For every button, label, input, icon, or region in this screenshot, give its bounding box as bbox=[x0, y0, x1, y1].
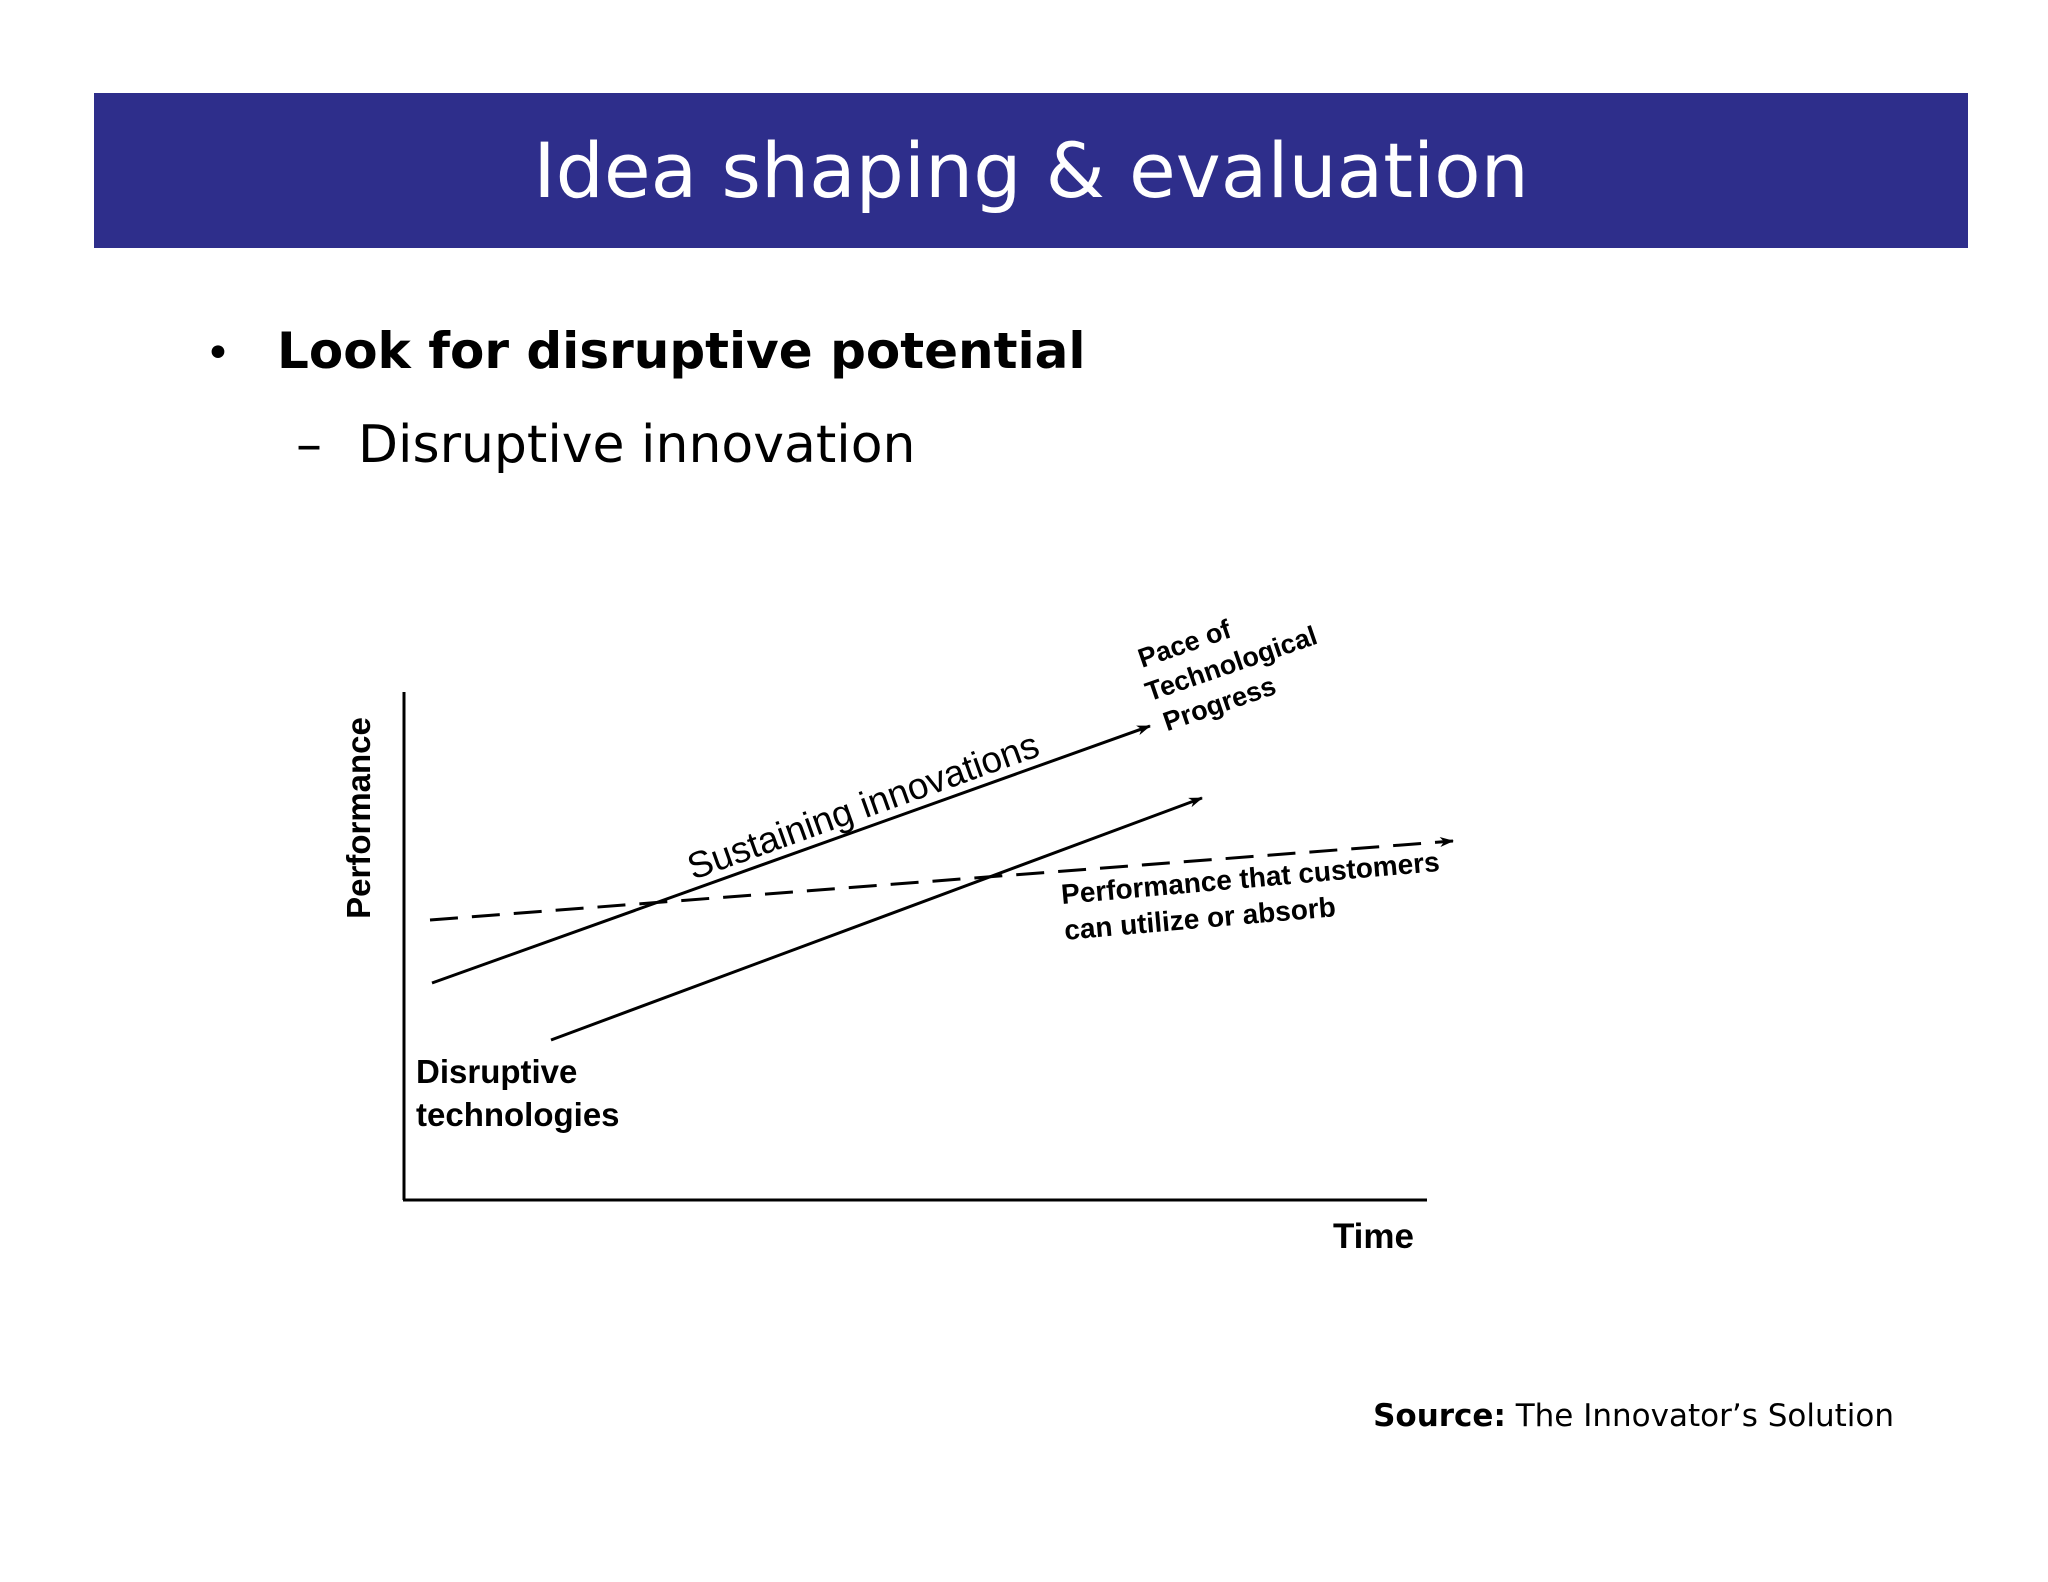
y-axis-label: Performance bbox=[340, 717, 377, 919]
pace-of-progress-label: Pace of Technological Progress bbox=[1134, 614, 1321, 737]
x-axis-label: Time bbox=[1333, 1217, 1414, 1256]
source-text: The Innovator’s Solution bbox=[1515, 1398, 1894, 1434]
bullet-marker: • bbox=[205, 328, 231, 379]
slide-title: Idea shaping & evaluation bbox=[533, 126, 1529, 215]
disruptive-technologies-line bbox=[550, 796, 1203, 1042]
bullet-item: • Look for disruptive potential bbox=[205, 322, 1086, 380]
disruptive-label-line-1: Disruptive bbox=[416, 1053, 577, 1090]
title-bar: Idea shaping & evaluation bbox=[94, 93, 1968, 248]
source-label: Source: bbox=[1373, 1398, 1506, 1434]
sustaining-innovations-line bbox=[431, 724, 1151, 985]
source-citation: Source: The Innovator’s Solution bbox=[1373, 1398, 1894, 1434]
sustaining-innovations-label: Sustaining innovations bbox=[682, 724, 1044, 887]
customer-performance-label: Performance that customers can utilize o… bbox=[1060, 846, 1441, 946]
subbullet-text: Disruptive innovation bbox=[358, 415, 916, 475]
bullet-text: Look for disruptive potential bbox=[277, 322, 1086, 380]
subbullet-marker: – bbox=[296, 415, 322, 475]
customer-performance-line bbox=[429, 837, 1454, 922]
subbullet-item: – Disruptive innovation bbox=[296, 415, 915, 475]
disruptive-label-line-2: technologies bbox=[416, 1096, 620, 1133]
